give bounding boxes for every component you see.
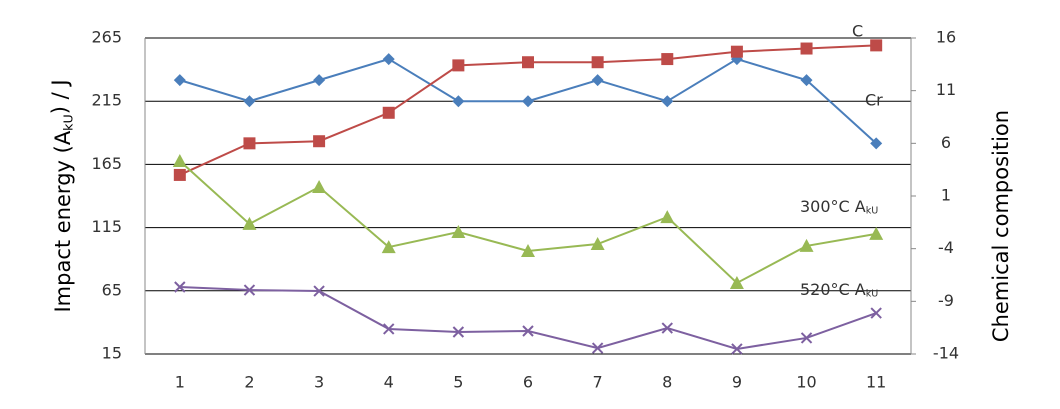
y2-tick-label: -14 (933, 344, 959, 363)
y-tick-label: 265 (91, 28, 122, 47)
marker (382, 53, 395, 66)
marker (590, 237, 605, 251)
y-tick-label: 65 (102, 280, 122, 299)
x-tick-label: 10 (796, 373, 816, 392)
series-label: Cr (865, 91, 883, 110)
marker (313, 74, 326, 87)
marker (799, 238, 814, 252)
y2-tick-label: 6 (941, 133, 951, 152)
marker (731, 343, 743, 355)
x-tick-label: 9 (732, 373, 742, 392)
x-tick-label: 5 (453, 373, 463, 392)
y-axis-title: Impact energy (AkU) / J (48, 79, 75, 312)
y2-tick-label: 11 (936, 80, 956, 99)
y-tick-label: 15 (102, 344, 122, 363)
marker (591, 342, 604, 354)
marker (243, 95, 256, 108)
y2-axis-title: Chemical composition (989, 110, 1013, 342)
x-tick-label: 1 (175, 373, 185, 392)
marker (800, 42, 813, 55)
marker (869, 226, 884, 240)
x-tick-label: 3 (314, 373, 324, 392)
y-tick-label: 215 (91, 91, 122, 110)
marker (870, 39, 883, 52)
y-tick-label: 165 (91, 154, 122, 173)
marker (381, 240, 396, 254)
y2-tick-label: 16 (936, 28, 956, 47)
x-tick-label: 7 (593, 373, 603, 392)
marker (451, 225, 466, 239)
y2-tick-label: -9 (938, 291, 954, 310)
marker (591, 56, 604, 69)
marker (661, 53, 674, 66)
marker (172, 153, 187, 167)
marker (521, 243, 535, 257)
marker (730, 45, 743, 58)
marker (452, 59, 465, 72)
marker (870, 307, 882, 319)
marker (522, 325, 534, 337)
marker (661, 95, 674, 108)
x-tick-label: 4 (384, 373, 394, 392)
x-tick-label: 11 (866, 373, 886, 392)
marker (383, 323, 395, 335)
marker (522, 95, 534, 108)
y2-tick-label: 1 (941, 186, 951, 205)
series-label: 520°C AkU (800, 280, 878, 300)
series-label: 300°C AkU (800, 197, 878, 217)
marker (313, 135, 326, 148)
x-tick-label: 2 (244, 373, 254, 392)
marker (591, 74, 604, 87)
marker (800, 332, 813, 344)
marker (242, 216, 257, 230)
series-label: C (852, 22, 863, 41)
marker (800, 74, 813, 87)
marker (382, 106, 395, 119)
marker (312, 180, 327, 194)
marker (452, 95, 465, 108)
x-tick-label: 6 (523, 373, 533, 392)
marker (173, 168, 186, 181)
marker (522, 56, 534, 69)
marker (173, 74, 186, 87)
series-line (179, 160, 877, 285)
marker (661, 322, 673, 334)
marker (243, 137, 256, 150)
marker (660, 210, 675, 224)
marker (870, 137, 883, 150)
x-tick-label: 8 (662, 373, 672, 392)
marker (313, 285, 325, 297)
y-tick-label: 115 (91, 217, 122, 236)
marker (174, 281, 186, 293)
y2-tick-label: -4 (938, 238, 954, 257)
marker (729, 275, 744, 289)
series-line (179, 286, 877, 350)
marker (243, 284, 256, 296)
marker (452, 326, 465, 338)
